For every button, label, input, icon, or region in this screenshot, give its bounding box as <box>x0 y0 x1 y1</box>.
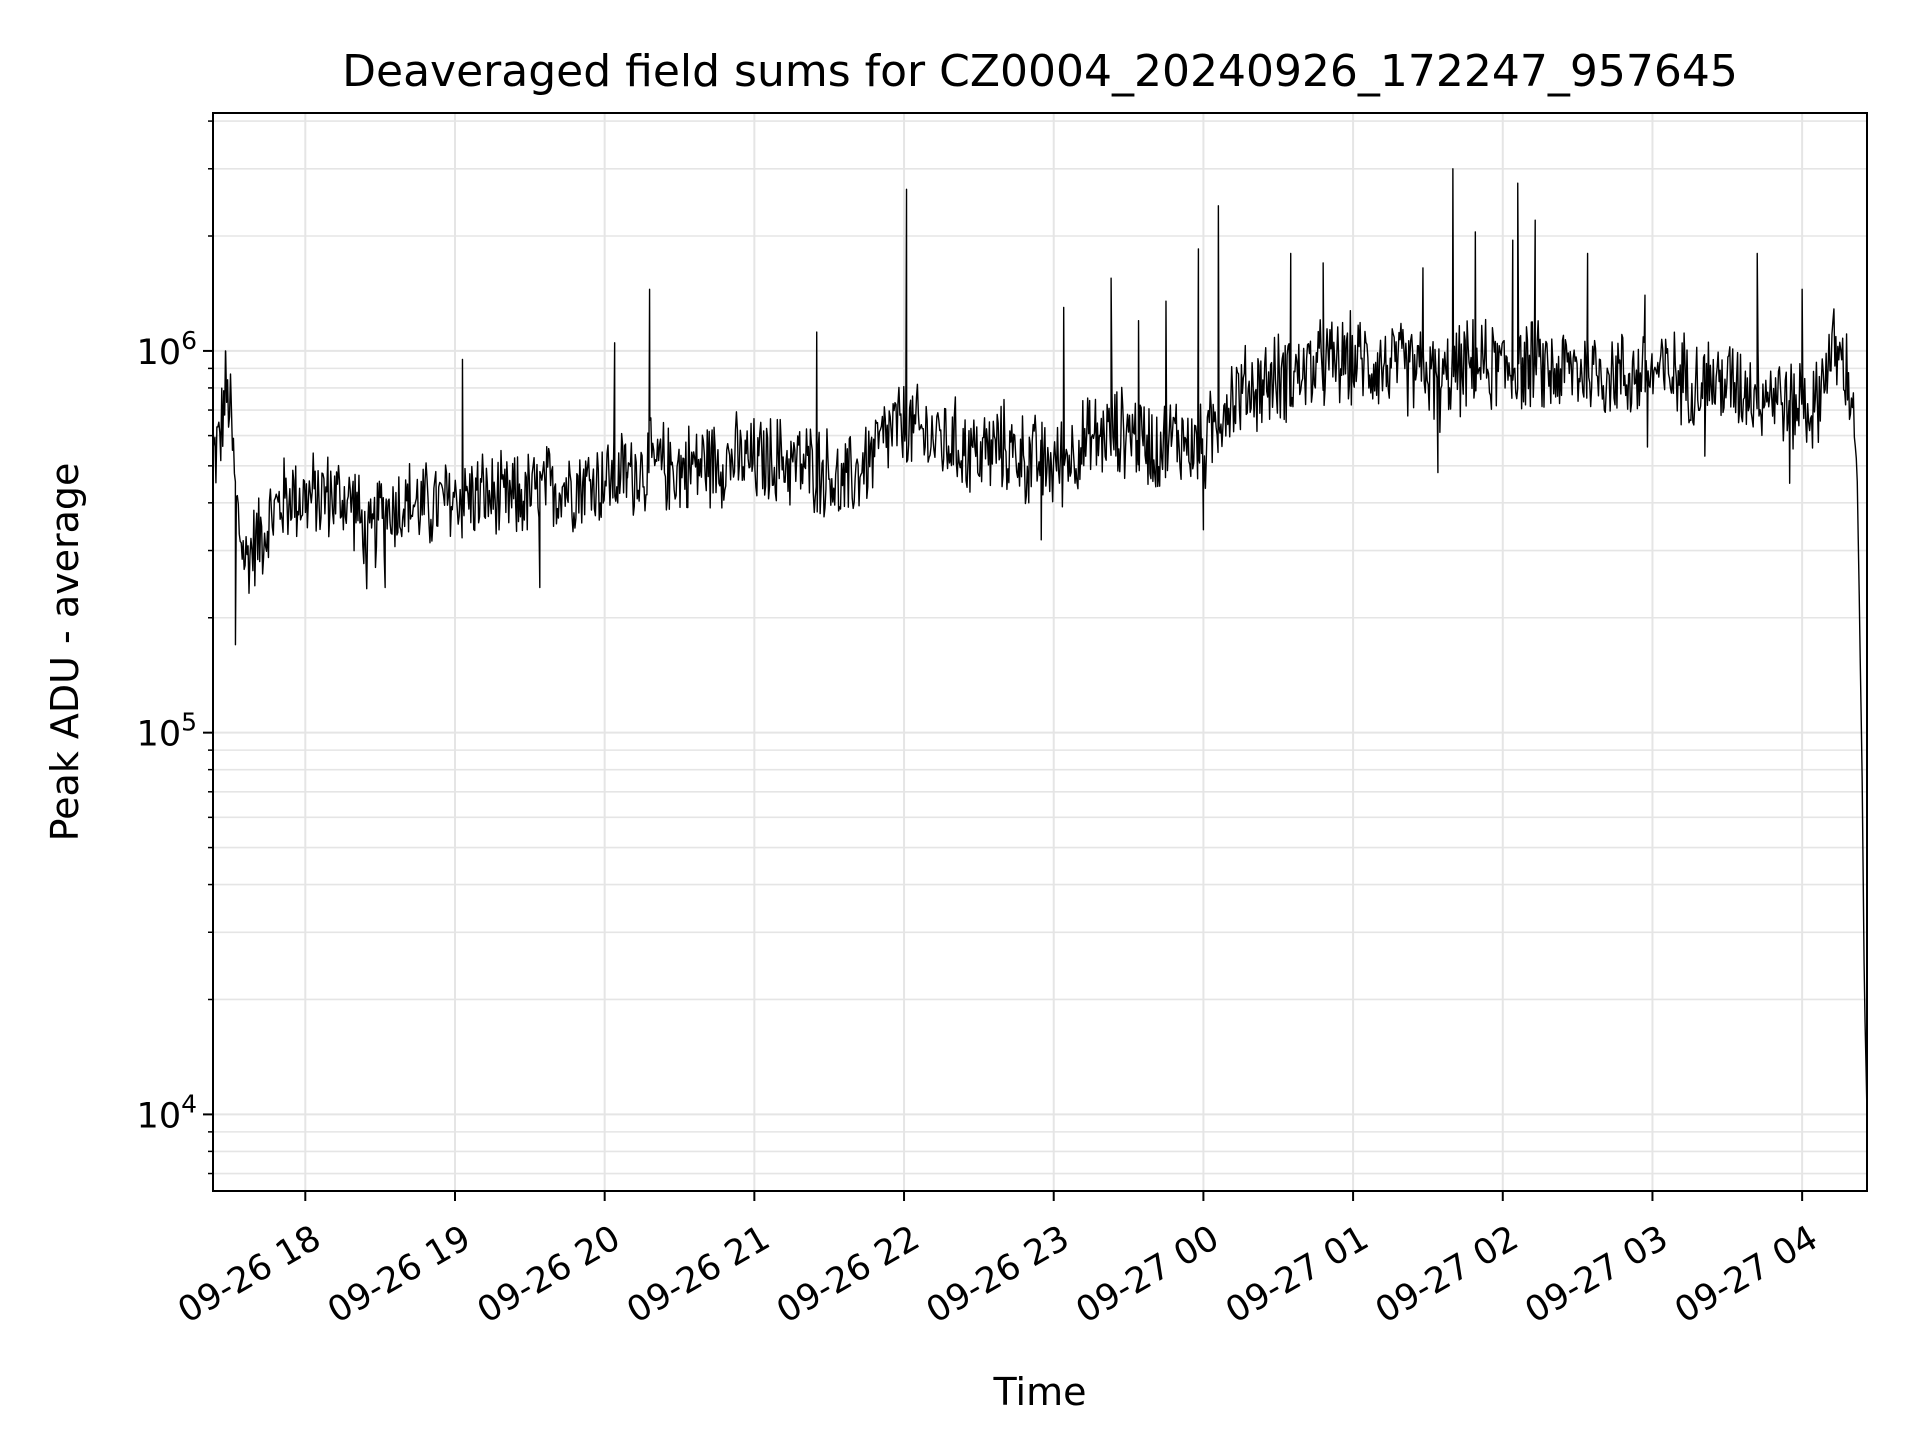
x-axis-label: Time <box>993 1370 1087 1414</box>
grid <box>213 113 1867 1191</box>
y-axis: 104 105 106 <box>137 120 213 1175</box>
chart-title: Deaveraged field sums for CZ0004_2024092… <box>342 46 1738 97</box>
plot-frame <box>212 112 1868 1192</box>
y-tick-label: 104 <box>137 1089 197 1136</box>
series-layer <box>212 168 1868 1115</box>
y-tick-label: 105 <box>137 708 197 755</box>
y-axis-label: Peak ADU - average <box>43 463 87 842</box>
y-tick-label: 106 <box>137 326 197 373</box>
series-line <box>212 168 1868 1115</box>
